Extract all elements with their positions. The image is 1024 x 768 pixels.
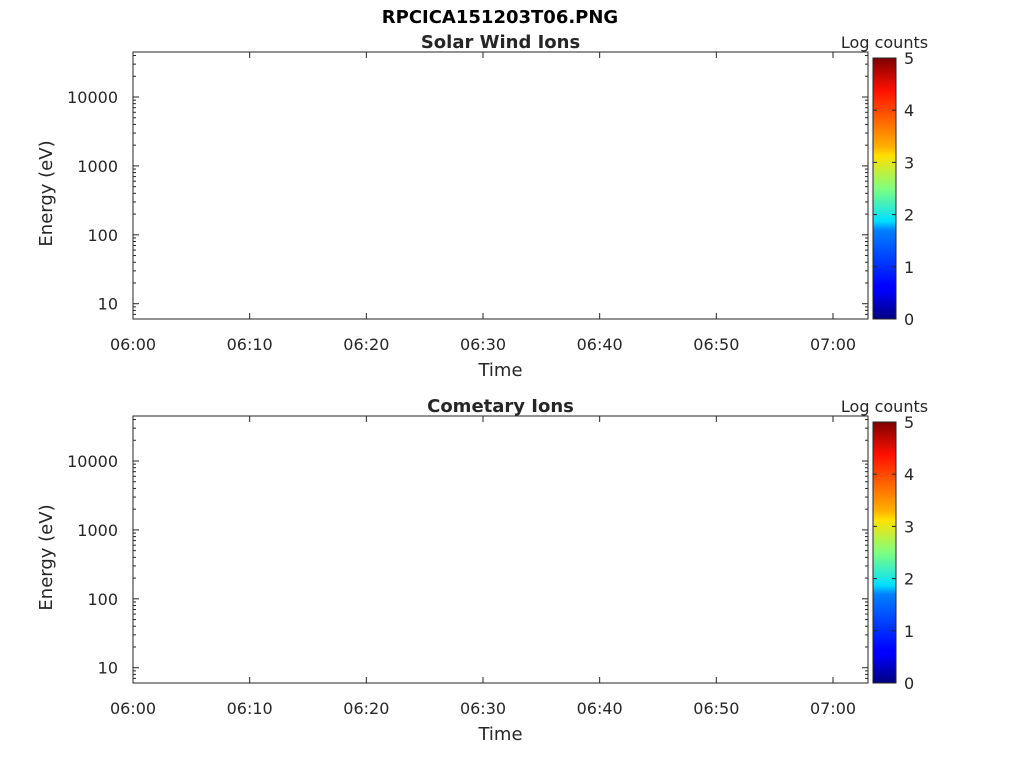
- y-tick-label: 1000: [77, 157, 118, 176]
- panel-title: Solar Wind Ions: [421, 32, 580, 53]
- panel-title: Cometary Ions: [427, 396, 574, 417]
- colorbar-tick-label: 3: [904, 153, 914, 172]
- y-axis-label: Energy (eV): [36, 504, 57, 610]
- colorbar-tick-label: 1: [904, 622, 914, 641]
- figure-title: RPCICA151203T06.PNG: [381, 7, 619, 28]
- x-tick-label: 06:30: [460, 699, 506, 718]
- x-axis-label: Time: [477, 724, 522, 745]
- y-tick-label: 100: [87, 226, 118, 245]
- axes-box: [132, 51, 869, 320]
- colorbar-label: Log counts: [841, 397, 928, 416]
- x-tick-label: 06:50: [693, 699, 739, 718]
- axes-box: [132, 415, 869, 684]
- colorbar-tick-label: 5: [904, 413, 914, 432]
- x-tick-label: 06:20: [343, 335, 389, 354]
- colorbar-tick-label: 1: [904, 258, 914, 277]
- x-axis-label: Time: [477, 360, 522, 381]
- colorbar-label: Log counts: [841, 33, 928, 52]
- colorbar-tick-label: 5: [904, 49, 914, 68]
- y-tick-label: 10000: [67, 452, 118, 471]
- x-tick-label: 06:10: [227, 335, 273, 354]
- colorbar: [872, 57, 897, 320]
- x-tick-label: 06:40: [577, 699, 623, 718]
- colorbar-tick-label: 4: [904, 101, 914, 120]
- x-tick-label: 06:20: [343, 699, 389, 718]
- y-tick-label: 10000: [67, 88, 118, 107]
- x-tick-label: 06:30: [460, 335, 506, 354]
- x-tick-label: 06:50: [693, 335, 739, 354]
- y-axis-label: Energy (eV): [36, 140, 57, 246]
- colorbar-tick-label: 0: [904, 310, 914, 329]
- y-tick-label: 10: [98, 295, 118, 314]
- colorbar-tick-label: 3: [904, 517, 914, 536]
- x-tick-label: 06:10: [227, 699, 273, 718]
- y-tick-label: 100: [87, 590, 118, 609]
- colorbar-tick-label: 2: [904, 206, 914, 225]
- x-tick-label: 07:00: [810, 335, 856, 354]
- colorbar-tick-label: 2: [904, 570, 914, 589]
- colorbar: [872, 421, 897, 684]
- x-tick-label: 06:00: [110, 699, 156, 718]
- x-tick-label: 07:00: [810, 699, 856, 718]
- y-tick-label: 1000: [77, 521, 118, 540]
- colorbar-tick-label: 4: [904, 465, 914, 484]
- x-tick-label: 06:00: [110, 335, 156, 354]
- x-tick-label: 06:40: [577, 335, 623, 354]
- colorbar-tick-label: 0: [904, 674, 914, 693]
- y-tick-label: 10: [98, 659, 118, 678]
